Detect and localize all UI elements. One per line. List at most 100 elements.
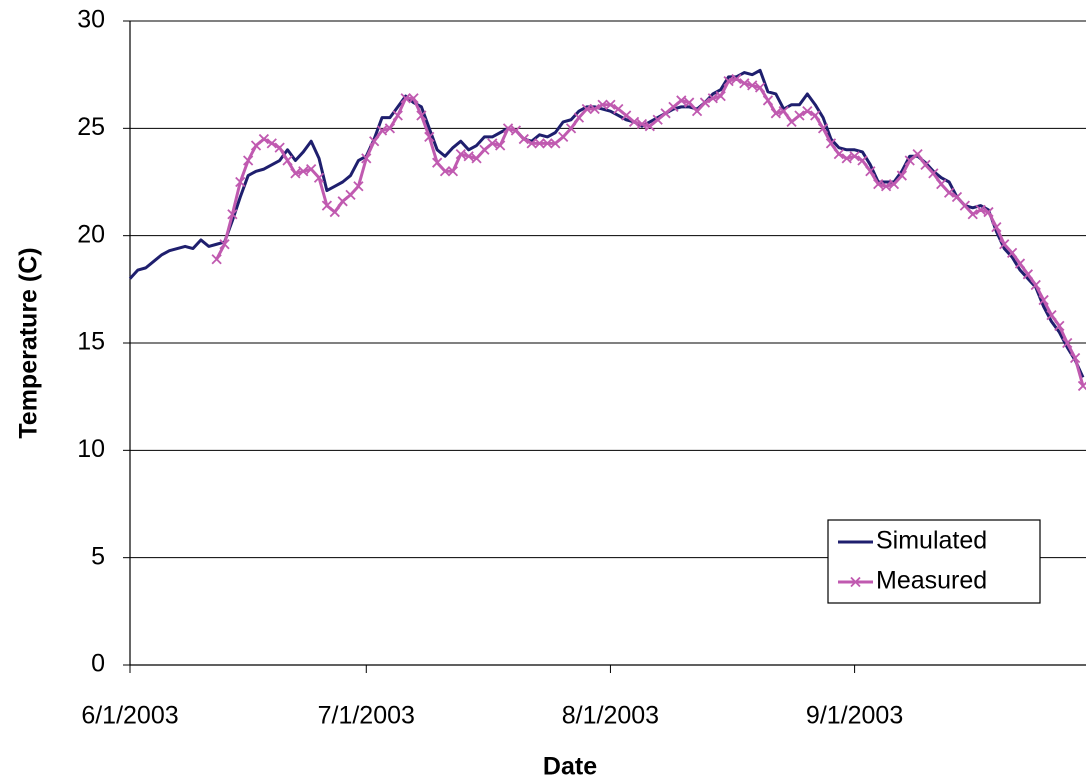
x-tick-label: 8/1/2003: [562, 702, 659, 730]
marker: [345, 189, 356, 201]
marker: [660, 108, 671, 119]
legend-label: Measured: [876, 567, 987, 595]
marker: [699, 97, 711, 108]
legend-label: Simulated: [876, 527, 987, 555]
marker: [786, 116, 797, 128]
marker: [581, 103, 592, 115]
marker: [1006, 247, 1018, 258]
marker: [518, 133, 529, 145]
marker: [770, 108, 781, 119]
marker: [495, 140, 506, 151]
marker: [298, 166, 309, 177]
marker: [376, 125, 388, 136]
marker: [573, 112, 585, 123]
marker: [392, 110, 403, 121]
marker: [928, 168, 939, 179]
marker: [936, 179, 947, 190]
marker: [282, 155, 293, 166]
marker: [321, 200, 333, 211]
marker: [424, 131, 435, 143]
marker: [794, 110, 805, 121]
marker: [361, 153, 372, 164]
marker: [471, 153, 482, 164]
marker: [991, 221, 1002, 233]
marker: [762, 95, 774, 106]
marker: [723, 75, 734, 87]
marker: [329, 206, 340, 218]
marker: [1077, 380, 1086, 392]
marker: [967, 209, 978, 220]
y-tick-label: 10: [77, 435, 105, 463]
marker: [747, 80, 758, 91]
marker: [1022, 269, 1034, 280]
x-axis-label: Date: [543, 753, 597, 781]
y-tick-label: 5: [91, 542, 105, 570]
marker: [676, 95, 687, 106]
marker: [542, 138, 553, 149]
marker: [731, 73, 742, 85]
marker: [817, 123, 829, 134]
marker: [621, 110, 632, 121]
marker: [802, 106, 813, 117]
marker: [565, 123, 577, 134]
marker: [227, 209, 238, 220]
marker: [975, 204, 986, 216]
marker: [1062, 337, 1073, 349]
marker: [416, 110, 427, 121]
marker: [1030, 279, 1041, 291]
marker: [510, 125, 522, 136]
marker: [274, 142, 285, 153]
marker: [235, 176, 246, 188]
marker: [652, 114, 663, 125]
marker: [880, 181, 892, 192]
marker: [558, 131, 569, 143]
marker: [849, 151, 860, 162]
y-tick-label: 15: [77, 328, 105, 356]
marker: [943, 187, 955, 198]
marker: [290, 168, 301, 179]
marker: [684, 97, 695, 108]
y-tick-label: 25: [77, 113, 105, 141]
y-tick-label: 30: [77, 6, 105, 34]
marker: [384, 123, 396, 134]
marker: [810, 110, 821, 121]
marker: [754, 82, 766, 93]
marker: [778, 106, 789, 117]
marker: [337, 196, 348, 207]
marker: [873, 179, 884, 190]
marker: [841, 153, 852, 164]
marker: [739, 78, 750, 89]
marker: [613, 103, 624, 115]
marker: [243, 155, 254, 166]
x-tick-label: 9/1/2003: [806, 702, 903, 730]
marker: [550, 138, 561, 149]
marker: [526, 138, 537, 149]
marker: [707, 93, 718, 104]
marker: [865, 166, 876, 177]
marker: [211, 254, 222, 265]
marker: [250, 140, 262, 151]
marker: [691, 106, 703, 117]
y-tick-label: 20: [77, 220, 105, 248]
marker: [1038, 294, 1049, 306]
marker: [959, 200, 970, 211]
marker: [1014, 258, 1026, 269]
marker: [447, 166, 459, 177]
marker: [833, 148, 844, 160]
marker: [951, 191, 963, 203]
marker: [353, 181, 364, 192]
marker: [589, 103, 600, 115]
x-tick-label: 7/1/2003: [318, 702, 415, 730]
marker: [408, 93, 419, 104]
marker: [636, 118, 648, 130]
marker: [628, 116, 640, 128]
legend-box: [827, 519, 1041, 604]
marker: [369, 136, 380, 147]
marker: [983, 206, 994, 218]
marker: [605, 99, 616, 110]
marker: [999, 239, 1010, 250]
y-axis-label: Temperature (C): [15, 247, 43, 438]
marker: [904, 155, 915, 166]
